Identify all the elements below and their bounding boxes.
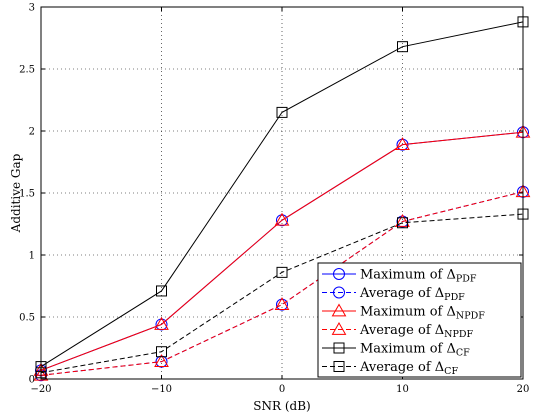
x-tick-label: 20	[517, 384, 530, 395]
legend-marker	[333, 286, 345, 299]
data-point	[156, 285, 167, 297]
series-line	[40, 191, 524, 376]
data-point	[156, 346, 167, 358]
legend-item: Average of ΔCF	[322, 360, 458, 377]
data-point	[276, 266, 288, 278]
x-axis-label: SNR (dB)	[253, 399, 310, 413]
legend-label: Maximum of ΔCF	[360, 342, 470, 359]
x-tick-label: 10	[396, 384, 409, 395]
legend-label-main: Average of Δ	[359, 323, 444, 338]
y-tick-label: 2.5	[19, 65, 35, 76]
data-point	[276, 106, 288, 118]
data-point	[154, 354, 169, 368]
x-tick-label: 0	[279, 384, 285, 395]
data-point	[395, 137, 410, 151]
legend-marker	[333, 342, 345, 354]
y-tick-label: 1	[29, 251, 35, 262]
data-point	[154, 316, 169, 330]
legend-label-main: Average of Δ	[359, 286, 444, 301]
data-point	[397, 41, 408, 53]
legend-item: Average of ΔPDF	[322, 286, 465, 303]
data-point	[395, 214, 410, 227]
legend-label-subscript: NPDF	[444, 329, 473, 340]
y-tick-label: 2	[29, 127, 35, 138]
data-point	[274, 297, 290, 310]
legend-label-main: Maximum of Δ	[360, 268, 456, 283]
legend-label-subscript: PDF	[456, 274, 477, 285]
legend-marker	[331, 321, 347, 335]
legend-label-main: Maximum of Δ	[360, 305, 456, 320]
series-line	[40, 21, 524, 368]
legend-label: Maximum of ΔPDF	[360, 268, 477, 285]
legend-marker	[331, 303, 347, 317]
legend-label-subscript: CF	[456, 348, 470, 359]
legend-label: Average of ΔPDF	[359, 286, 465, 303]
ticks: −20 −10 0 10 20 0 0.5 1 1.5 2 2.5 3	[19, 3, 529, 396]
x-tick-label: −20	[30, 384, 51, 395]
legend-marker	[333, 268, 345, 280]
legend-label-main: Maximum of Δ	[360, 342, 456, 357]
grid	[41, 7, 523, 379]
y-tick-label: 0.5	[19, 313, 35, 324]
legend-label-subscript: NPDF	[456, 311, 485, 322]
y-tick-label: 1.5	[19, 189, 35, 200]
legend-label-main: Average of Δ	[359, 360, 444, 375]
legend-label: Maximum of ΔNPDF	[360, 305, 485, 322]
y-axis-label: Additive Gap	[9, 153, 23, 233]
series-2	[33, 124, 531, 376]
legend-label: Average of ΔCF	[359, 360, 458, 377]
series-line	[40, 213, 524, 374]
legend-label: Average of ΔNPDF	[359, 323, 473, 340]
legend-item: Maximum of ΔCF	[322, 342, 470, 359]
data-point	[33, 367, 49, 381]
data-point	[397, 217, 408, 229]
legend-item: Maximum of ΔPDF	[322, 268, 477, 285]
y-tick-label: 3	[29, 3, 35, 14]
series-line	[40, 131, 524, 371]
legend-label-subscript: CF	[444, 366, 458, 377]
legend-item: Maximum of ΔNPDF	[322, 303, 485, 322]
legend-label-subscript: PDF	[444, 292, 465, 303]
x-tick-label: −10	[151, 384, 172, 395]
legend-box	[317, 262, 522, 378]
legend-marker	[333, 361, 345, 372]
legend-item: Average of ΔNPDF	[322, 321, 473, 340]
y-tick-label: 0	[29, 375, 35, 386]
data-point	[274, 212, 290, 226]
